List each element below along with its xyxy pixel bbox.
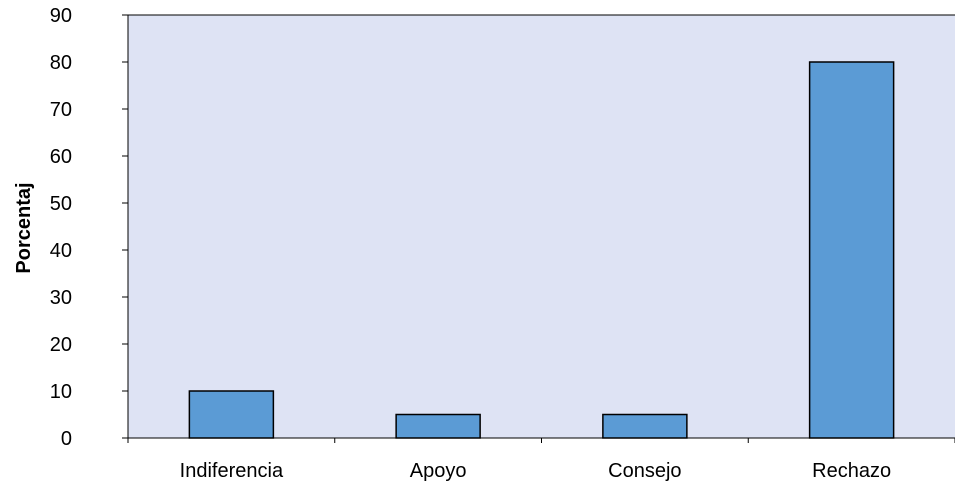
bars-group (188, 61, 895, 439)
bar-indiferencia (188, 390, 275, 439)
bar-rechazo (808, 61, 895, 439)
y-axis-ticks: 0 10 20 30 40 50 60 70 80 90 (50, 5, 128, 450)
y-tick-label: 0 (61, 428, 72, 450)
y-tick-label: 20 (50, 334, 72, 356)
y-tick-label: 60 (50, 146, 72, 168)
y-tick-label: 80 (50, 52, 72, 74)
x-tick-label: Consejo (608, 460, 681, 482)
bar-apoyo (395, 413, 481, 439)
y-tick-label: 70 (50, 99, 72, 121)
y-tick-label: 30 (50, 287, 72, 309)
y-tick-label: 40 (50, 240, 72, 262)
bar-consejo (602, 413, 688, 439)
y-tick-label: 10 (50, 381, 72, 403)
y-tick-label: 90 (50, 5, 72, 27)
x-tick-label: Rechazo (812, 460, 891, 482)
x-tick-label: Indiferencia (180, 460, 284, 482)
y-tick-label: 50 (50, 193, 72, 215)
y-axis-title: Porcentaj (13, 182, 35, 273)
x-tick-label: Apoyo (410, 460, 467, 482)
x-axis-ticks: Indiferencia Apoyo Consejo Rechazo (127, 438, 955, 482)
